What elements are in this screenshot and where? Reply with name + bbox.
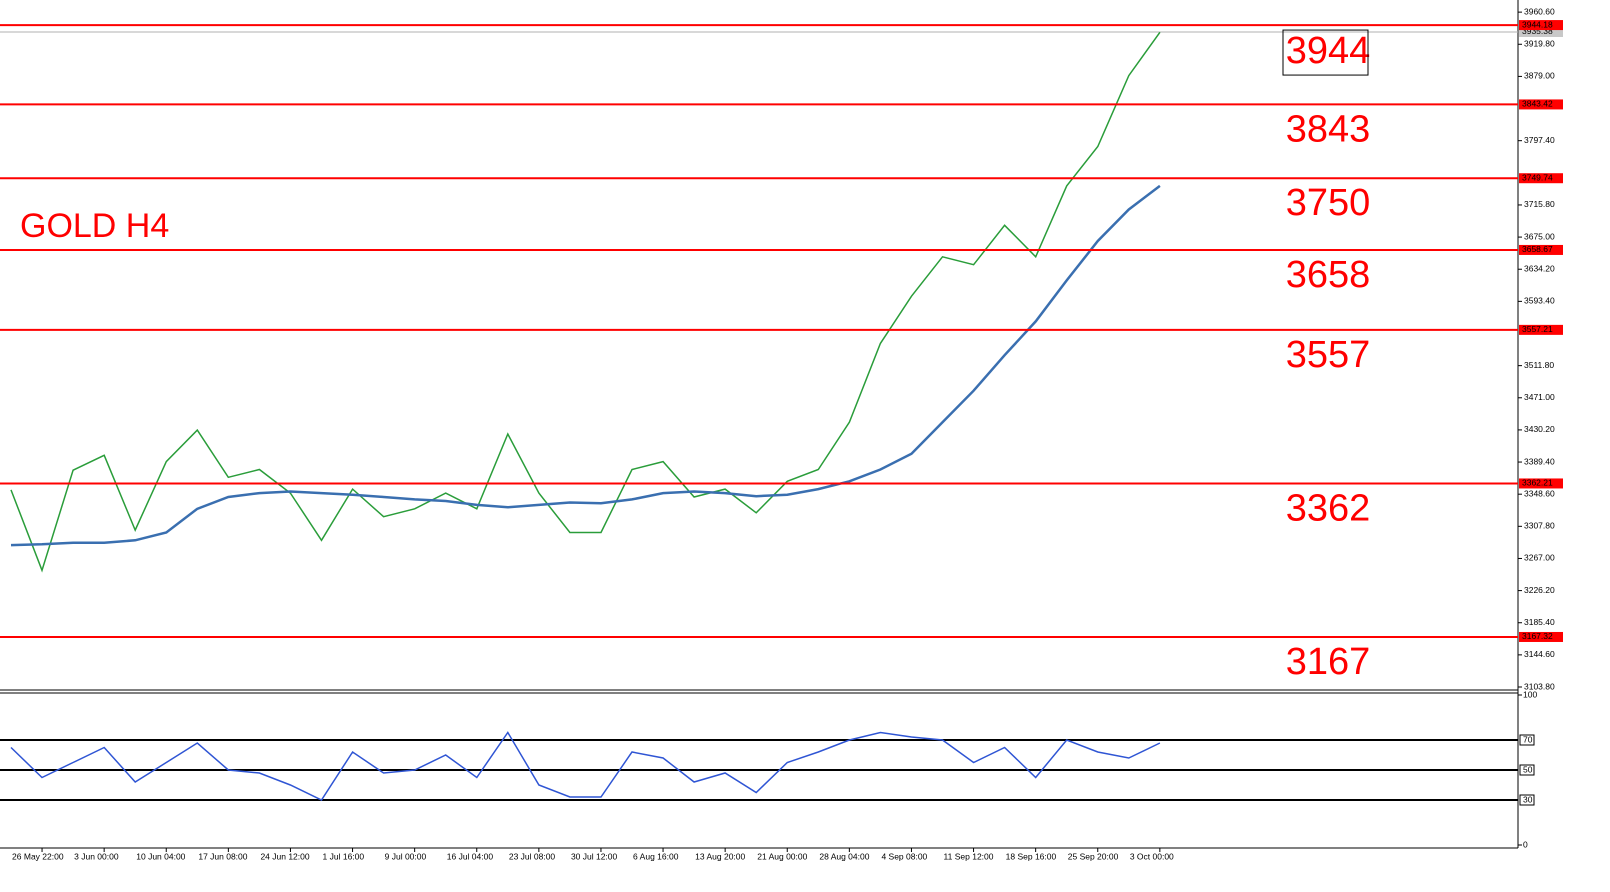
level-text: 3750 — [1286, 182, 1371, 224]
level-axis-box — [1519, 20, 1563, 31]
level-axis-label: 3362.21 — [1522, 478, 1553, 488]
y-tick-label: 3675.00 — [1524, 231, 1555, 241]
level-text: 3362 — [1286, 487, 1371, 529]
y-tick-label: 30 — [1523, 794, 1533, 804]
rsi-tick-box — [1519, 794, 1535, 806]
level-axis-box — [1519, 478, 1563, 489]
level-axis-label: 3557.21 — [1522, 324, 1553, 334]
x-tick-label: 24 Jun 12:00 — [260, 851, 309, 861]
y-tick-label: 3430.20 — [1524, 424, 1555, 434]
rsi-tick-box — [1519, 734, 1535, 746]
y-tick-label: 3307.80 — [1524, 521, 1555, 531]
level-axis-label: 3843.42 — [1522, 99, 1553, 109]
y-tick-label: 3103.80 — [1524, 681, 1555, 691]
y-tick-label: 3185.40 — [1524, 617, 1555, 627]
rsi-tick-box — [1519, 764, 1535, 776]
x-tick-label: 25 Sep 20:00 — [1068, 851, 1119, 861]
x-tick-label: 18 Sep 16:00 — [1006, 851, 1057, 861]
x-tick-label: 3 Oct 00:00 — [1130, 851, 1174, 861]
x-tick-label: 9 Jul 00:00 — [385, 851, 427, 861]
level-text: 3557 — [1286, 334, 1371, 376]
x-tick-label: 28 Aug 04:00 — [819, 851, 869, 861]
y-tick-label: 100 — [1523, 689, 1537, 699]
x-tick-label: 4 Sep 08:00 — [881, 851, 927, 861]
x-tick-label: 21 Aug 00:00 — [757, 851, 807, 861]
x-tick-label: 10 Jun 04:00 — [136, 851, 185, 861]
y-tick-label: 3919.80 — [1524, 39, 1555, 49]
y-tick-label: 0 — [1523, 839, 1528, 849]
y-tick-label: 3511.80 — [1524, 360, 1554, 370]
x-tick-label: 11 Sep 12:00 — [944, 851, 994, 861]
level-axis-box — [1519, 173, 1563, 184]
x-tick-label: 26 May 22:00 — [12, 851, 64, 861]
y-tick-label: 70 — [1523, 734, 1533, 744]
level-text-box — [1282, 29, 1369, 76]
y-tick-label: 3715.80 — [1524, 199, 1555, 209]
series-line — [10, 184, 1161, 547]
y-tick-label: 3267.00 — [1524, 553, 1555, 563]
y-tick-label: 3144.60 — [1524, 649, 1555, 659]
level-axis-label: 3658.67 — [1522, 244, 1553, 254]
y-tick-label: 3634.20 — [1524, 263, 1555, 273]
y-tick-label: 50 — [1523, 764, 1533, 774]
level-axis-label: 3944.18 — [1522, 19, 1553, 29]
x-tick-label: 6 Aug 16:00 — [633, 851, 679, 861]
level-text: 3658 — [1286, 254, 1371, 296]
level-axis-box — [1519, 244, 1563, 255]
y-tick-label: 3879.00 — [1524, 71, 1555, 81]
series-line — [10, 731, 1161, 801]
level-axis-box — [1519, 99, 1563, 110]
y-tick-label: 3348.60 — [1524, 488, 1555, 498]
y-tick-label: 3960.60 — [1524, 6, 1555, 16]
x-tick-label: 1 Jul 16:00 — [323, 851, 365, 861]
level-text: 3944 — [1286, 30, 1371, 72]
x-tick-label: 3 Jun 00:00 — [74, 851, 119, 861]
level-axis-box — [1519, 631, 1563, 642]
chart-title: GOLD H4 — [20, 207, 169, 245]
y-tick-label: 3797.40 — [1524, 135, 1555, 145]
x-tick-label: 30 Jul 12:00 — [571, 851, 618, 861]
level-axis-label: 3749.74 — [1522, 172, 1553, 182]
level-axis-label: 3167.32 — [1522, 631, 1553, 641]
y-tick-label: 3226.20 — [1524, 585, 1555, 595]
level-text: 3843 — [1286, 108, 1371, 150]
x-tick-label: 16 Jul 04:00 — [447, 851, 494, 861]
y-tick-label: 3593.40 — [1524, 296, 1555, 306]
x-tick-label: 23 Jul 08:00 — [509, 851, 556, 861]
y-tick-label: 3471.00 — [1524, 392, 1555, 402]
y-tick-label: 3389.40 — [1524, 456, 1555, 466]
series-line — [10, 31, 1161, 573]
x-tick-label: 17 Jun 08:00 — [198, 851, 247, 861]
level-axis-box — [1519, 324, 1563, 335]
current-price-label: 3935.38 — [1522, 26, 1553, 36]
level-text: 3167 — [1286, 641, 1371, 683]
current-price-box — [1519, 26, 1563, 37]
x-tick-label: 13 Aug 20:00 — [695, 851, 745, 861]
